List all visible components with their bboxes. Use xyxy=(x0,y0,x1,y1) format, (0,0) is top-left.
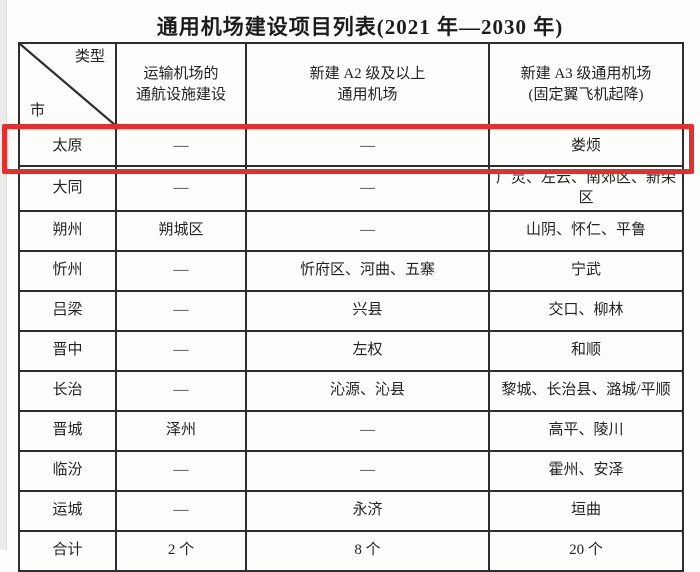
table-cell: — xyxy=(115,449,247,492)
table-row: 长治 — 沁源、沁县 黎城、长治县、潞城/平顺 xyxy=(18,369,684,412)
table-cell: — xyxy=(115,165,247,212)
header-corner-city-label: 市 xyxy=(30,102,46,119)
header-corner-type-label: 类型 xyxy=(74,49,105,65)
table-row: 太原 — — 娄烦 xyxy=(18,125,684,167)
header-a3-airport: 新建 A3 级通用机场 (固定翼飞机起降) xyxy=(488,42,684,127)
table-cell: 忻州 xyxy=(18,249,117,292)
table-cell: — xyxy=(115,289,247,332)
table-cell: — xyxy=(245,449,490,492)
table-cell: 宁武 xyxy=(488,249,684,292)
table-cell: — xyxy=(115,249,247,292)
table-cell: — xyxy=(245,409,490,452)
header-transport-airport-facility: 运输机场的 通航设施建设 xyxy=(115,42,247,127)
table-cell: 临汾 xyxy=(18,449,117,492)
table-cell: 泽州 xyxy=(115,409,247,452)
scanned-page-left-edge xyxy=(0,0,7,550)
table-cell: 吕梁 xyxy=(18,289,117,332)
table-row-highlighted: 大同 — — 广灵、左云、南郊区、新荣区 xyxy=(18,165,684,212)
table-cell: — xyxy=(245,165,490,212)
table-header: 类型 市 运输机场的 通航设施建设 新建 A2 级及以上 通用机场 新建 A3 … xyxy=(18,42,684,127)
table-cell: 娄烦 xyxy=(488,125,684,167)
table-cell: 山阴、怀仁、平鲁 xyxy=(488,209,684,252)
table-cell: 合计 xyxy=(18,529,117,572)
header-a2-airport: 新建 A2 级及以上 通用机场 xyxy=(245,42,490,127)
table-cell: 沁源、沁县 xyxy=(245,369,490,412)
table-cell: 晋中 xyxy=(18,329,117,372)
table-cell: — xyxy=(115,369,247,412)
table-cell: — xyxy=(245,209,490,252)
table-row: 临汾 — — 霍州、安泽 xyxy=(18,449,684,492)
table-cell: 广灵、左云、南郊区、新荣区 xyxy=(488,165,684,212)
table-cell: — xyxy=(115,329,247,372)
table-cell: 永济 xyxy=(245,489,490,532)
table-cell: 运城 xyxy=(18,489,117,532)
diagonal-divider xyxy=(20,44,115,125)
page-title: 通用机场建设项目列表(2021 年—2030 年) xyxy=(156,15,564,39)
table-cell: 兴县 xyxy=(245,289,490,332)
table-cell: — xyxy=(245,125,490,167)
table-cell: 垣曲 xyxy=(488,489,684,532)
airport-projects-table: 类型 市 运输机场的 通航设施建设 新建 A2 级及以上 通用机场 新建 A3 … xyxy=(18,42,684,572)
table-row: 晋城 泽州 — 高平、陵川 xyxy=(18,409,684,452)
table-row: 晋中 — 左权 和顺 xyxy=(18,329,684,372)
table-cell: 晋城 xyxy=(18,409,117,452)
table-cell: 大同 xyxy=(18,165,117,212)
table-cell: — xyxy=(115,489,247,532)
table-cell: — xyxy=(115,125,247,167)
table-cell: 忻府区、河曲、五寨 xyxy=(245,249,490,292)
table-cell: 20 个 xyxy=(488,529,684,572)
table-cell: 高平、陵川 xyxy=(488,409,684,452)
table-cell: 和顺 xyxy=(488,329,684,372)
table-cell: 朔城区 xyxy=(115,209,247,252)
header-corner-cell: 类型 市 xyxy=(18,42,117,127)
table-cell: 霍州、安泽 xyxy=(488,449,684,492)
table-cell: 长治 xyxy=(18,369,117,412)
table-cell: 太原 xyxy=(18,125,117,167)
table-cell: 黎城、长治县、潞城/平顺 xyxy=(488,369,684,412)
table-row: 忻州 — 忻府区、河曲、五寨 宁武 xyxy=(18,249,684,292)
table-cell: 8 个 xyxy=(245,529,490,572)
table-body: 太原 — — 娄烦 大同 — — 广灵、左云、南郊区、新荣区 朔州 朔城区 — 山阴、怀仁、平鲁 忻州 —… xyxy=(18,125,684,572)
table-cell: 2 个 xyxy=(115,529,247,572)
table-cell: 朔州 xyxy=(18,209,117,252)
table-row: 朔州 朔城区 — 山阴、怀仁、平鲁 xyxy=(18,209,684,252)
table-row: 吕梁 — 兴县 交口、柳林 xyxy=(18,289,684,332)
table-row: 运城 — 永济 垣曲 xyxy=(18,489,684,532)
table-cell: 交口、柳林 xyxy=(488,289,684,332)
table-cell: 左权 xyxy=(245,329,490,372)
